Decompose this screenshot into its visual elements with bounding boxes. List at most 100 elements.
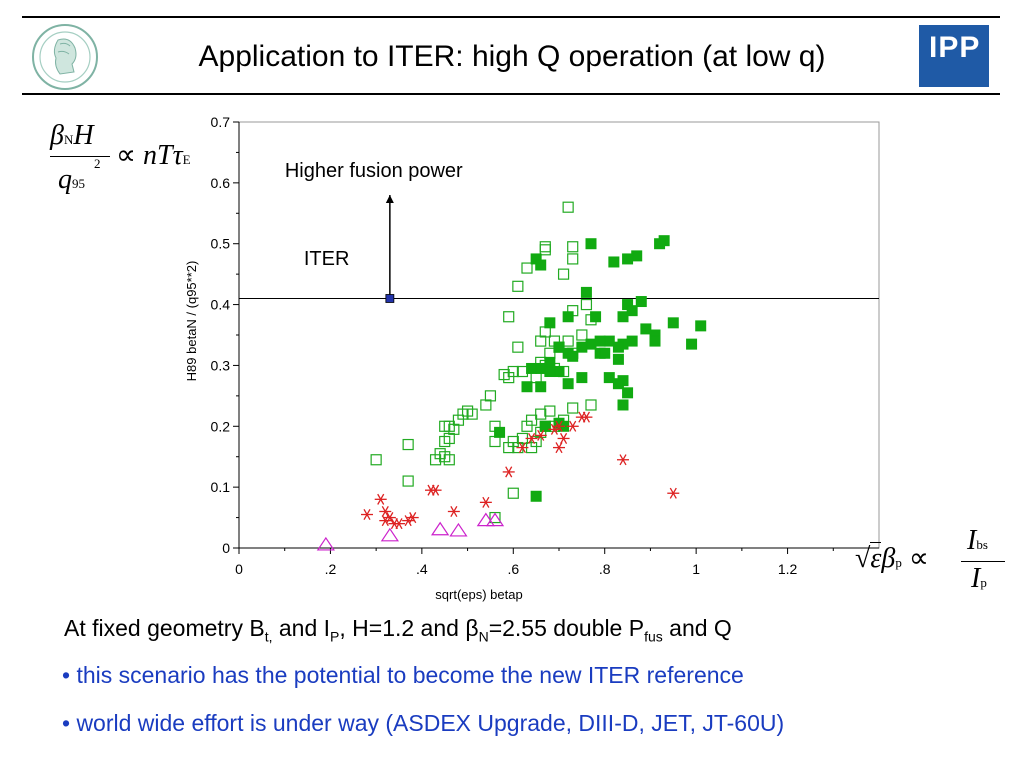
data-point-filled-square — [612, 353, 624, 365]
data-point-filled-square — [649, 335, 661, 347]
x-tick-label: 1.2 — [778, 561, 798, 577]
data-point-filled-square — [612, 341, 624, 353]
data-point-open-square — [580, 298, 593, 311]
data-point-asterisk — [374, 493, 387, 505]
data-point-asterisk — [479, 496, 492, 508]
data-point-filled-square — [631, 250, 643, 262]
data-point-asterisk — [557, 432, 570, 444]
data-point-triangle — [485, 512, 505, 527]
x-tick-label: .6 — [507, 561, 519, 577]
asterisk-stroke — [619, 454, 627, 466]
y-tick-label: 0.5 — [211, 236, 231, 252]
caption: At fixed geometry Bt, and IP, H=1.2 and … — [64, 615, 732, 645]
data-point-filled-square — [580, 286, 592, 298]
data-point-asterisk — [361, 509, 373, 521]
data-point-filled-square — [562, 311, 574, 323]
data-point-open-square — [544, 347, 556, 359]
asterisk-stroke — [569, 420, 577, 432]
max-planck-logo — [32, 24, 98, 90]
data-point-asterisk — [379, 515, 392, 527]
data-point-open-square — [530, 372, 542, 384]
y-tick-label: 0.6 — [211, 175, 231, 191]
asterisk-stroke — [363, 509, 371, 521]
data-point-filled-square — [585, 238, 597, 250]
data-point-filled-square — [567, 350, 579, 362]
data-point-open-square — [521, 262, 533, 274]
data-point-asterisk — [553, 420, 565, 432]
bottom-rule — [22, 93, 1000, 95]
data-point-open-square — [439, 420, 451, 432]
y-tick-label: 0.4 — [211, 297, 231, 313]
asterisk-stroke — [555, 420, 563, 432]
data-point-filled-square — [695, 320, 707, 332]
plot-frame — [238, 121, 880, 549]
data-point-open-square — [503, 311, 515, 323]
data-point-filled-square — [608, 256, 620, 268]
annotation-higher-fusion-power: Higher fusion power — [285, 160, 463, 182]
data-point-open-square — [402, 438, 414, 451]
data-point-open-square — [507, 487, 519, 499]
data-point-triangle — [316, 536, 335, 551]
top-rule — [22, 16, 1000, 18]
data-point-filled-square — [494, 426, 506, 438]
data-point-filled-square — [599, 347, 611, 359]
data-point-asterisk — [553, 442, 565, 454]
data-point-asterisk — [447, 505, 460, 518]
data-point-filled-square — [667, 317, 679, 329]
asterisk-stroke — [582, 411, 590, 423]
y-axis-label: H89 betaN / (q95**2) — [184, 261, 199, 382]
asterisk-stroke — [381, 515, 389, 527]
bullet-2: • world wide effort is under way (ASDEX … — [62, 710, 785, 736]
data-point-filled-square — [603, 372, 615, 384]
data-point-filled-square — [521, 381, 533, 393]
asterisk-stroke — [450, 505, 458, 518]
x-tick-label: 1 — [692, 561, 700, 577]
data-point-open-square — [484, 390, 497, 402]
data-point-open-square — [512, 341, 524, 353]
data-point-open-square — [439, 435, 451, 448]
data-point-open-square — [567, 253, 579, 265]
data-point-open-square — [539, 244, 551, 256]
data-point-open-square — [521, 420, 533, 432]
data-point-open-square — [512, 280, 524, 292]
y-tick-label: 0.7 — [211, 114, 231, 130]
data-point-filled-square — [585, 338, 597, 350]
data-point-open-square — [429, 454, 442, 466]
data-point-open-square — [567, 241, 579, 253]
data-point-open-square — [539, 326, 551, 338]
data-point-asterisk — [379, 505, 392, 518]
data-point-asterisk — [525, 432, 538, 444]
data-point-filled-square — [576, 341, 588, 353]
data-point-filled-square — [640, 323, 652, 335]
data-point-filled-square — [576, 372, 588, 384]
formula-left: βNH 2 q95 ∝ nTτE — [50, 120, 191, 195]
data-point-triangle — [476, 512, 495, 527]
data-point-open-square — [480, 399, 492, 411]
ipp-logo: IPP — [919, 25, 989, 87]
data-point-open-square — [576, 329, 588, 341]
data-point-open-square — [516, 365, 529, 378]
data-point-asterisk — [534, 429, 547, 441]
data-point-filled-square — [544, 356, 556, 368]
data-point-filled-square — [539, 420, 551, 432]
data-point-triangle — [380, 527, 399, 542]
data-point-filled-square — [553, 366, 565, 378]
data-point-filled-square — [612, 378, 624, 390]
data-point-filled-square — [544, 366, 556, 378]
data-point-open-square — [539, 241, 551, 253]
data-point-asterisk — [566, 420, 579, 432]
data-point-filled-square — [635, 296, 647, 308]
data-point-asterisk — [617, 454, 629, 466]
data-point-asterisk — [502, 466, 515, 478]
bullet-1: • this scenario has the potential to bec… — [62, 662, 744, 688]
data-point-filled-square — [590, 311, 602, 323]
formula-right: √εβp ∝ Ibs Ip — [855, 525, 1015, 601]
data-point-asterisk — [516, 442, 529, 454]
data-point-filled-square — [626, 305, 638, 317]
data-point-asterisk — [388, 518, 401, 530]
y-tick-label: 0 — [222, 540, 230, 556]
data-point-open-square — [557, 268, 570, 280]
asterisk-stroke — [528, 432, 536, 444]
data-point-triangle — [449, 522, 468, 537]
data-point-filled-square — [617, 311, 629, 323]
